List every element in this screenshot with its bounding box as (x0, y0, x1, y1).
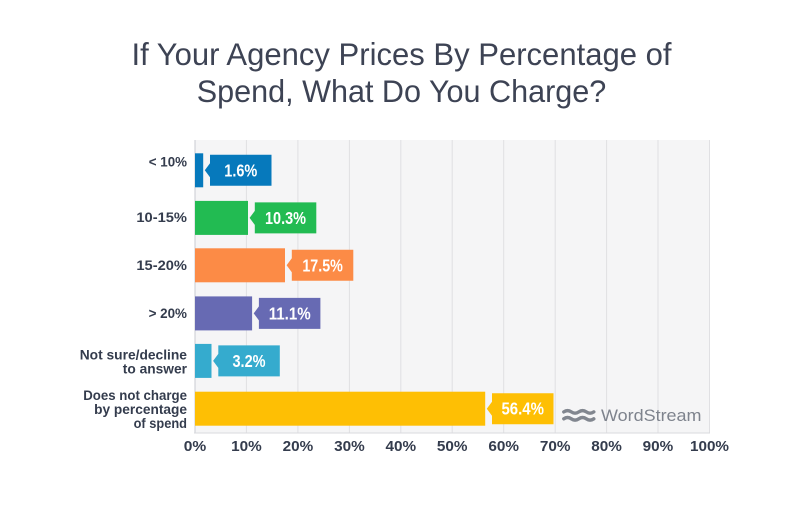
svg-text:90%: 90% (643, 439, 674, 455)
svg-text:50%: 50% (437, 439, 468, 455)
svg-text:20%: 20% (283, 439, 314, 455)
svg-text:56.4%: 56.4% (501, 399, 544, 419)
svg-text:10%: 10% (231, 439, 262, 455)
svg-text:by percentage: by percentage (94, 402, 187, 417)
svg-text:If Your Agency Prices By Perce: If Your Agency Prices By Percentage of (132, 36, 672, 72)
svg-text:80%: 80% (591, 439, 622, 455)
svg-text:17.5%: 17.5% (302, 255, 343, 275)
svg-text:30%: 30% (334, 439, 365, 455)
svg-text:of spend: of spend (134, 416, 187, 431)
svg-text:> 20%: > 20% (149, 306, 187, 321)
svg-text:WordStream: WordStream (601, 406, 702, 425)
svg-text:Spend, What Do You Charge?: Spend, What Do You Charge? (197, 73, 607, 109)
svg-text:11.1%: 11.1% (269, 303, 311, 323)
svg-text:3.2%: 3.2% (233, 351, 266, 371)
svg-text:10-15%: 10-15% (136, 210, 187, 225)
svg-text:to answer: to answer (123, 362, 188, 377)
svg-text:40%: 40% (386, 439, 417, 455)
svg-text:1.6%: 1.6% (224, 160, 257, 180)
svg-text:< 10%: < 10% (149, 155, 187, 170)
svg-text:70%: 70% (540, 439, 571, 455)
svg-text:Does not charge: Does not charge (83, 388, 187, 403)
svg-text:10.3%: 10.3% (265, 208, 306, 228)
svg-text:0%: 0% (184, 439, 207, 455)
svg-text:Not sure/decline: Not sure/decline (80, 348, 188, 363)
svg-text:60%: 60% (488, 439, 519, 455)
svg-text:15-20%: 15-20% (136, 258, 187, 273)
svg-text:100%: 100% (690, 439, 729, 455)
